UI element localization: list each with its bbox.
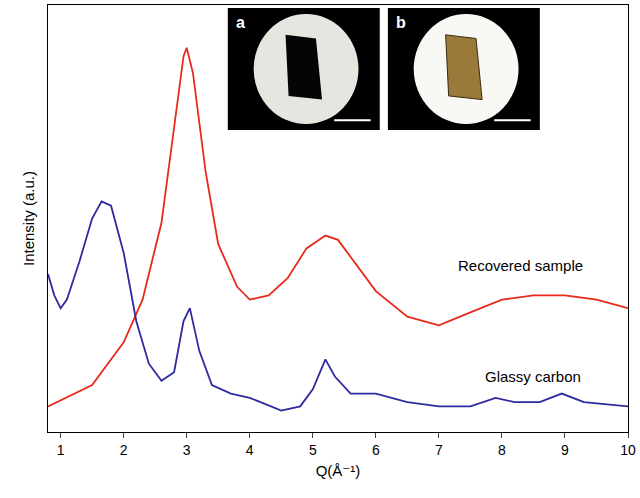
svg-text:9: 9 <box>561 442 569 458</box>
svg-text:2: 2 <box>120 442 128 458</box>
svg-text:4: 4 <box>246 442 254 458</box>
svg-text:6: 6 <box>372 442 380 458</box>
svg-text:8: 8 <box>498 442 506 458</box>
svg-text:Recovered sample: Recovered sample <box>458 257 583 274</box>
svg-text:10: 10 <box>620 442 636 458</box>
svg-text:7: 7 <box>435 442 443 458</box>
svg-text:Intensity (a.u.): Intensity (a.u.) <box>20 171 37 266</box>
svg-text:1: 1 <box>57 442 65 458</box>
svg-text:b: b <box>396 14 406 31</box>
svg-text:a: a <box>236 14 245 31</box>
svg-text:3: 3 <box>183 442 191 458</box>
svg-text:Glassy carbon: Glassy carbon <box>485 368 581 385</box>
svg-text:5: 5 <box>309 442 317 458</box>
svg-text:Q(Å⁻¹): Q(Å⁻¹) <box>316 462 361 479</box>
